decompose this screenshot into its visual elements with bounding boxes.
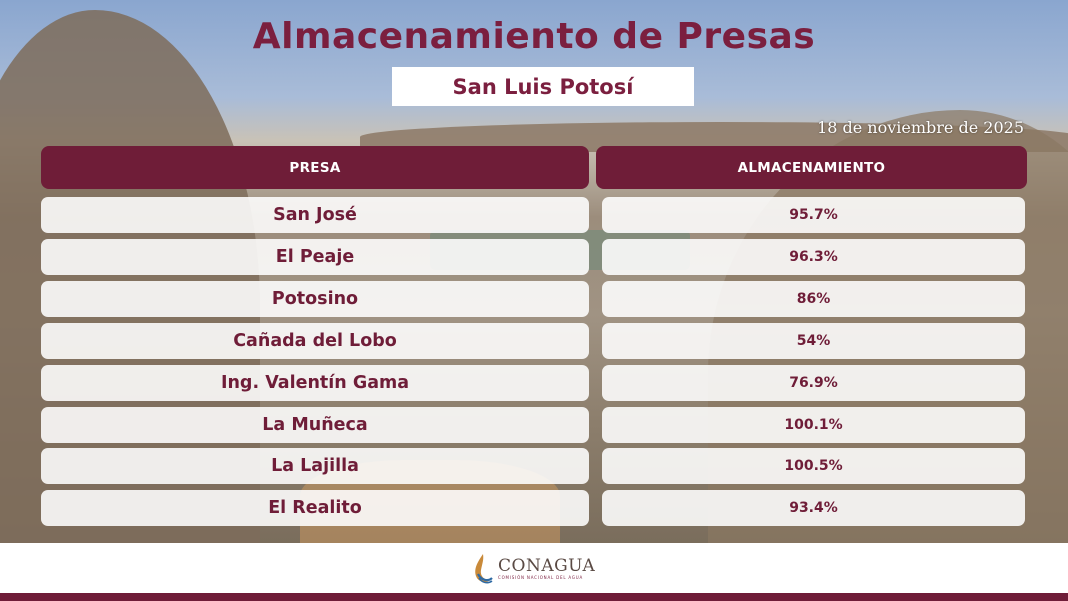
table-cell-almacenamiento: 95.7% [602, 197, 1025, 233]
column-header-presa: PRESA [41, 146, 589, 189]
table-cell-almacenamiento: 54% [602, 323, 1025, 359]
table-cell-presa: El Peaje [41, 239, 589, 275]
table-cell-presa: Cañada del Lobo [41, 323, 589, 359]
table-cell-presa: Potosino [41, 281, 589, 317]
page-subtitle: San Luis Potosí [452, 74, 634, 99]
table-cell-almacenamiento: 100.5% [602, 448, 1025, 484]
logo-name: CONAGUA [498, 556, 596, 576]
conagua-logo: CONAGUA COMISIÓN NACIONAL DEL AGUA [472, 551, 595, 587]
table-cell-presa: La Muñeca [41, 407, 589, 443]
subtitle-box: San Luis Potosí [392, 67, 694, 106]
table-cell-almacenamiento: 100.1% [602, 407, 1025, 443]
footer [0, 543, 1068, 593]
table-cell-almacenamiento: 96.3% [602, 239, 1025, 275]
table-cell-presa: La Lajilla [41, 448, 589, 484]
table-cell-almacenamiento: 86% [602, 281, 1025, 317]
conagua-logo-icon [475, 554, 493, 584]
bottom-accent-bar [0, 593, 1068, 601]
table-cell-presa: San José [41, 197, 589, 233]
logo-subtitle: COMISIÓN NACIONAL DEL AGUA [498, 575, 584, 580]
page-title: Almacenamiento de Presas [252, 16, 816, 57]
table-cell-almacenamiento: 93.4% [602, 490, 1025, 526]
table-cell-presa: El Realito [41, 490, 589, 526]
table-cell-presa: Ing. Valentín Gama [41, 365, 589, 401]
column-header-almacenamiento: ALMACENAMIENTO [596, 146, 1027, 189]
table-cell-almacenamiento: 76.9% [602, 365, 1025, 401]
report-date: 18 de noviembre de 2025 [817, 118, 1024, 137]
